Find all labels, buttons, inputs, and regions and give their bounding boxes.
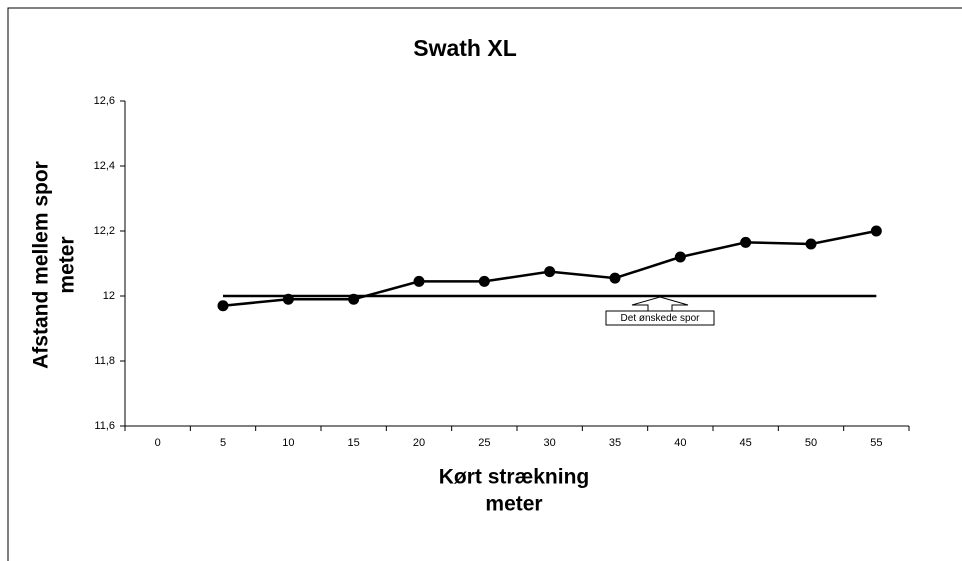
x-axis-title: meter	[485, 493, 542, 516]
data-point	[740, 236, 752, 248]
callout-label: Det ønskede spor	[621, 313, 701, 324]
callout-arrow	[631, 296, 689, 312]
x-axis-title: Kørt strækning	[439, 466, 590, 489]
x-tick-label: 5	[220, 437, 226, 449]
data-point	[870, 225, 882, 237]
data-point	[674, 251, 686, 263]
y-tick-label: 11,8	[94, 355, 115, 367]
x-tick-label: 0	[155, 437, 161, 449]
data-point	[609, 272, 621, 284]
x-tick-label: 40	[674, 437, 686, 449]
y-axis-title-line: Afstand mellem spor	[30, 161, 53, 369]
x-tick-label: 15	[348, 437, 360, 449]
data-point	[478, 275, 490, 287]
x-tick-label: 45	[740, 437, 752, 449]
y-axis-title: Afstand mellem spor meter	[30, 161, 79, 369]
data-point	[217, 300, 229, 312]
x-tick-label: 10	[282, 437, 294, 449]
x-tick-label: 20	[413, 437, 425, 449]
x-tick-label: 30	[544, 437, 556, 449]
y-tick-label: 12,2	[94, 225, 115, 237]
y-tick-label: 12,6	[94, 95, 115, 107]
x-tick-label: 25	[478, 437, 490, 449]
y-tick-label: 12	[103, 290, 115, 302]
callout-box	[605, 310, 715, 326]
y-axis-title-line: meter	[56, 236, 79, 293]
data-point	[544, 266, 556, 278]
y-tick-label: 11,6	[94, 420, 115, 432]
x-tick-label: 55	[870, 437, 882, 449]
data-point	[805, 238, 817, 250]
chart-title: Swath XL	[413, 35, 517, 61]
data-point	[413, 275, 425, 287]
y-tick-label: 12,4	[94, 160, 115, 172]
chart-border	[7, 7, 962, 561]
x-tick-label: 50	[805, 437, 817, 449]
x-tick-label: 35	[609, 437, 621, 449]
